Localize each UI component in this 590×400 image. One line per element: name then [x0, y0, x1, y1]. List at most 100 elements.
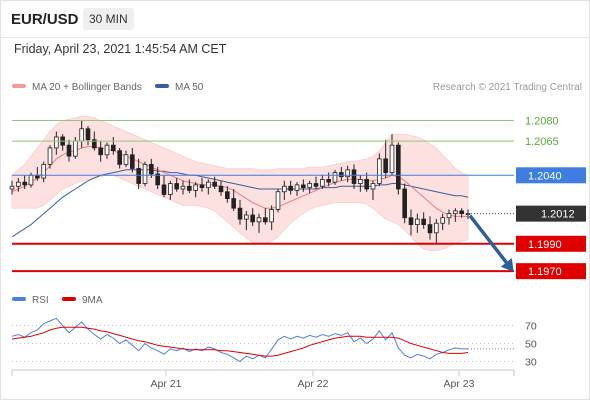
candle [218, 180, 224, 196]
candle-body [54, 136, 59, 149]
candle [54, 131, 59, 155]
candle-body [212, 181, 217, 187]
candle [408, 209, 414, 236]
rsi-tick-30: 30 [525, 357, 537, 369]
candle-body [98, 147, 103, 156]
candle [66, 139, 72, 162]
price-plot [9, 116, 471, 251]
candle-body [161, 184, 167, 195]
candle [377, 153, 382, 187]
x-tick-label: Apr 21 [151, 378, 182, 390]
candle [250, 208, 255, 226]
candle-body [237, 207, 243, 220]
candle-body [408, 217, 414, 225]
forecast-arrow-head [500, 258, 514, 272]
rsi-line [11, 317, 468, 363]
candle [180, 180, 186, 195]
candle [440, 213, 445, 231]
candle [345, 165, 350, 183]
candle-body [79, 128, 84, 142]
candle [85, 126, 91, 146]
candle-body [225, 191, 230, 199]
candle-body [16, 181, 21, 187]
rsi-legend: RSI 9MA [12, 295, 103, 306]
pivot-tag [516, 167, 586, 184]
candle-body [389, 144, 395, 173]
ma20-legend-label: MA 20 + Bollinger Bands [32, 82, 142, 93]
candle-body [174, 183, 179, 190]
candle-body [111, 144, 116, 152]
candle-body [446, 213, 452, 219]
timestamp: Friday, April 23, 2021 1:45:54 AM CET [14, 42, 227, 56]
candle-body [149, 163, 154, 175]
candle [351, 164, 357, 189]
candle-body [66, 144, 72, 157]
candle-body [313, 183, 319, 187]
level-tag-1.2040: 1.2040 [516, 167, 586, 184]
candle [256, 213, 262, 233]
candle [9, 180, 15, 195]
candle-body [206, 181, 211, 189]
candle-body [168, 183, 173, 195]
candle-body [415, 218, 420, 226]
header-bar: EUR/USD 30 MIN [1, 1, 589, 38]
candle-body [351, 169, 357, 184]
candle [446, 209, 452, 225]
x-axis: Apr 21 Apr 22 Apr 23 [11, 369, 515, 390]
candle-body [282, 185, 287, 193]
candle [415, 213, 420, 233]
candle [130, 147, 135, 173]
ma9-legend-swatch [62, 297, 76, 301]
candle-body [358, 179, 363, 184]
candle [332, 169, 338, 185]
candle [142, 161, 148, 187]
candle [370, 180, 376, 200]
candle-body [459, 210, 464, 215]
candle-body [193, 184, 198, 191]
candle-body [9, 185, 15, 190]
candle-body [453, 210, 458, 215]
candle-body [28, 174, 34, 186]
x-tick-label: Apr 22 [298, 378, 329, 390]
candle-body [250, 214, 255, 223]
candle-body [339, 172, 344, 178]
ma50-line [11, 169, 469, 238]
candle [358, 175, 363, 192]
candle [237, 199, 243, 225]
ma50-legend-label: MA 50 [175, 82, 204, 93]
candle-body [370, 183, 376, 190]
pivot-label: 1.2040 [528, 170, 562, 182]
candle [22, 175, 27, 189]
candle-body [434, 222, 439, 234]
ma50-legend-swatch [155, 84, 169, 88]
candle-body [320, 179, 325, 187]
candle [453, 208, 458, 222]
candle [231, 189, 236, 211]
candle [434, 219, 439, 244]
candle [212, 176, 217, 189]
bollinger-band [11, 116, 469, 251]
support-label: 1.1990 [528, 239, 562, 251]
candle-body [22, 181, 27, 186]
x-tick-label: Apr 23 [444, 378, 475, 390]
candle [421, 212, 426, 229]
candle-body [326, 179, 331, 183]
level-tag-1.2012: 1.2012 [516, 205, 586, 222]
candle-body [301, 184, 306, 189]
candle-body [117, 150, 122, 165]
candle [301, 179, 306, 192]
interval-button[interactable]: 30 MIN [83, 8, 134, 30]
candle-body [256, 217, 262, 223]
candle [206, 179, 211, 195]
candle [383, 139, 388, 179]
candle [41, 161, 46, 183]
resistance-label: 1.2065 [525, 136, 559, 148]
candle [117, 147, 122, 169]
candle [199, 178, 205, 192]
candle-body [364, 179, 369, 190]
candle-body [332, 172, 338, 183]
candle-body [218, 185, 224, 193]
candle [193, 182, 198, 198]
